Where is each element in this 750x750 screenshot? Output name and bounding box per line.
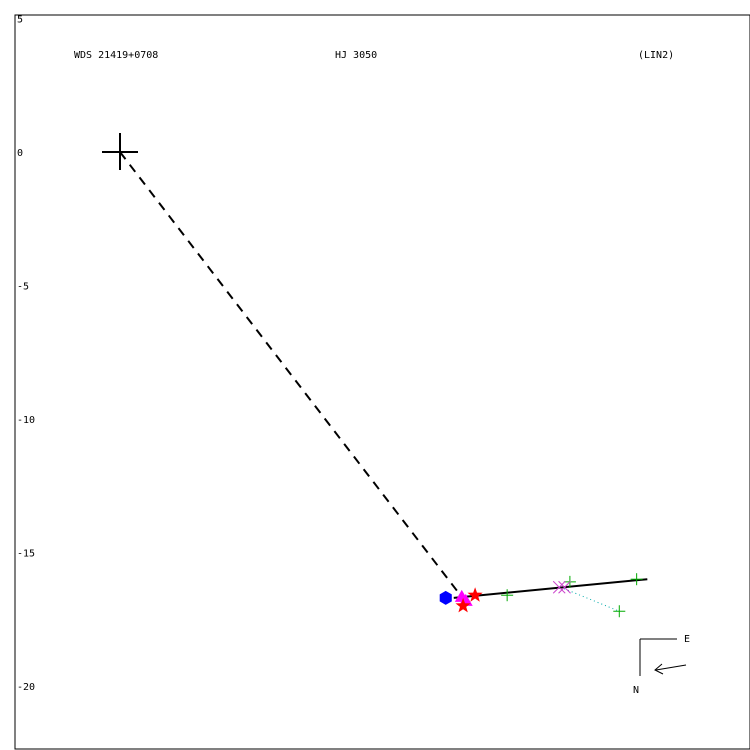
green-plus-marker [501, 589, 514, 602]
green-plus-marker [630, 573, 643, 586]
compass-east-label: E [684, 634, 690, 645]
header-left-label: WDS 21419+0708 [74, 50, 158, 61]
y-tick-labels: 5 0 -5 -10 -15 -20 [17, 15, 35, 694]
motion-arrow-head [654, 663, 664, 675]
y-tick-label: 5 [17, 15, 23, 26]
header-center-label: HJ 3050 [335, 50, 377, 61]
green-plus-marker [613, 605, 626, 618]
magenta-cross-marker [558, 580, 571, 594]
orbit-fit-line [453, 578, 648, 599]
dotted-residual-line [560, 586, 620, 612]
y-tick-label: -10 [17, 415, 35, 426]
blue-hexagon-marker [439, 590, 452, 605]
compass-rose: E N [633, 634, 690, 696]
observation-markers [439, 573, 643, 618]
y-tick-label: -20 [17, 682, 35, 693]
primary-star-marker [102, 133, 138, 170]
motion-arrow-shaft [655, 664, 687, 671]
y-tick-label: -15 [17, 549, 35, 560]
cross-stroke-b [552, 580, 566, 594]
header-right-label: (LIN2) [638, 50, 674, 61]
red-star-marker [467, 587, 483, 602]
y-tick-label: -5 [17, 282, 29, 293]
dashed-separation-line [119, 151, 462, 596]
magenta-cross-marker [552, 580, 566, 594]
compass-north-label: N [633, 685, 639, 696]
cross-stroke-b [558, 580, 571, 594]
y-tick-label: 0 [17, 148, 23, 159]
plot-frame [14, 14, 750, 750]
red-star-marker [455, 597, 471, 613]
